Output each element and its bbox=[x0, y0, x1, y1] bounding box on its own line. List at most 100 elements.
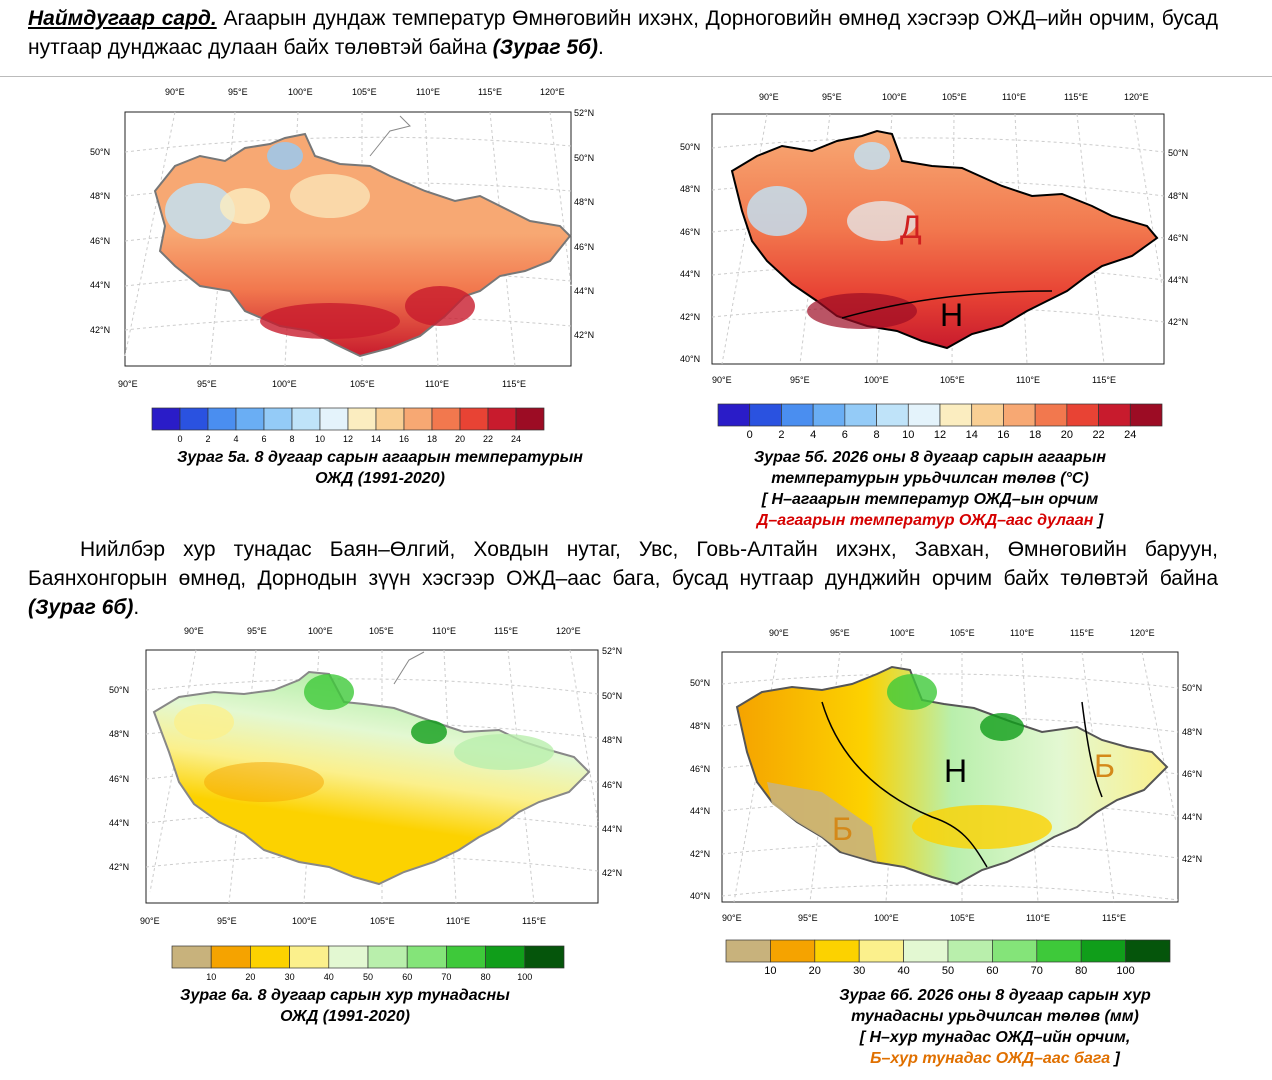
figure-reference: (Зураг 6б) bbox=[28, 596, 134, 619]
label-below-west: Б bbox=[832, 811, 853, 847]
lat-tick: 42°N bbox=[602, 868, 622, 878]
map-svg: 90°E 95°E 100°E 105°E 110°E 115°E 120°E … bbox=[109, 626, 622, 926]
lat-tick: 50°N bbox=[574, 153, 594, 163]
colorbar-label: 24 bbox=[511, 434, 521, 444]
lon-labels-bottom: 90°E 95°E 100°E 105°E 110°E 115°E bbox=[712, 375, 1116, 385]
lat-tick: 50°N bbox=[109, 685, 129, 695]
colorbar-label: 70 bbox=[441, 972, 451, 982]
lat-tick: 46°N bbox=[574, 242, 594, 252]
map-fig5a-temperature-normal: 90°E 95°E 100°E 105°E 110°E 115°E 120°E … bbox=[80, 86, 600, 396]
lon-tick: 90°E bbox=[769, 628, 789, 638]
colorbar-swatch bbox=[235, 407, 265, 431]
colorbar-swatch bbox=[749, 403, 782, 427]
intro-paragraph: Наймдугаар сард. Агаарын дундаж температ… bbox=[28, 4, 1218, 62]
colorbar-swatch bbox=[289, 945, 330, 969]
colorbar-swatch bbox=[250, 945, 290, 969]
lon-tick: 115°E bbox=[522, 916, 546, 926]
colorbar-precip-6b: 10 20 30 40 50 60 70 80 100 bbox=[724, 938, 1174, 982]
colorbar-swatch bbox=[1003, 403, 1036, 427]
colorbar-label: 6 bbox=[261, 434, 266, 444]
label-normal: Н bbox=[944, 753, 967, 789]
colorbar-label: 4 bbox=[810, 429, 816, 441]
colorbar-swatch bbox=[947, 939, 993, 963]
colorbar-label: 40 bbox=[324, 972, 334, 982]
lon-tick: 110°E bbox=[1026, 913, 1050, 923]
lat-tick: 42°N bbox=[109, 862, 129, 872]
precip-text: Нийлбэр хур тунадас Баян–Өлгий, Ховдын н… bbox=[28, 538, 1218, 590]
caption-fig6b: Зураг 6б. 2026 оны 8 дугаар сарын хур ту… bbox=[790, 985, 1200, 1069]
colorbar-label: 70 bbox=[1031, 965, 1043, 977]
lon-tick: 90°E bbox=[140, 916, 160, 926]
lat-tick: 50°N bbox=[90, 147, 110, 157]
colorbar-swatch bbox=[814, 939, 860, 963]
lon-tick: 90°E bbox=[712, 375, 732, 385]
intro-end: . bbox=[598, 36, 604, 59]
colorbar-swatch bbox=[907, 403, 941, 427]
colorbar-swatch bbox=[903, 939, 949, 963]
colorbar-swatch bbox=[1080, 939, 1126, 963]
lon-labels-top: 90°E 95°E 100°E 105°E 110°E 115°E 120°E bbox=[769, 628, 1155, 638]
colorbar-swatch bbox=[515, 407, 545, 431]
colorbar-label: 0 bbox=[747, 429, 753, 441]
colorbar-swatch bbox=[1129, 403, 1163, 427]
lon-tick: 100°E bbox=[292, 916, 317, 926]
lat-tick: 42°N bbox=[1182, 854, 1202, 864]
lon-tick: 105°E bbox=[940, 375, 965, 385]
colorbar-label: 8 bbox=[289, 434, 294, 444]
colorbar-swatch bbox=[375, 407, 405, 431]
lon-tick: 120°E bbox=[1124, 92, 1149, 102]
lat-labels-left: 50°N 48°N 46°N 44°N 42°N bbox=[109, 685, 129, 872]
lat-tick: 50°N bbox=[1182, 683, 1202, 693]
colorbar-precip-6a: 10 20 30 40 50 60 70 80 100 bbox=[170, 944, 570, 986]
lat-tick: 44°N bbox=[574, 286, 594, 296]
colorbar-label: 12 bbox=[343, 434, 353, 444]
lon-tick: 95°E bbox=[798, 913, 818, 923]
colorbar-swatch bbox=[1036, 939, 1082, 963]
lat-tick: 44°N bbox=[1168, 275, 1188, 285]
caption-fig5b: Зураг 5б. 2026 оны 8 дугаар сарын агаары… bbox=[680, 447, 1180, 531]
lat-tick: 44°N bbox=[680, 269, 700, 279]
caption-line: Д–агаарын температур ОЖД–аас дулаан ] bbox=[680, 510, 1180, 531]
colorbar-label: 50 bbox=[363, 972, 373, 982]
colorbar-swatch bbox=[858, 939, 904, 963]
lat-labels-right: 52°N 50°N 48°N 46°N 44°N 42°N bbox=[602, 646, 622, 878]
section-heading: Наймдугаар сард. bbox=[28, 7, 217, 30]
colorbar-label: 10 bbox=[902, 429, 914, 441]
lon-tick: 115°E bbox=[1064, 92, 1088, 102]
lat-labels-left: 50°N 48°N 46°N 44°N 42°N 40°N bbox=[690, 678, 710, 901]
colorbar-label: 10 bbox=[206, 972, 216, 982]
colorbar-swatch bbox=[971, 403, 1004, 427]
lon-labels-top: 90°E 95°E 100°E 105°E 110°E 115°E 120°E bbox=[184, 626, 581, 636]
colorbar-temp-5b: 0 2 4 6 8 10 12 14 16 18 20 22 24 bbox=[716, 402, 1166, 444]
colorbar-svg: 0 2 4 6 8 10 12 14 16 18 20 22 24 bbox=[717, 403, 1163, 441]
colorbar-swatch bbox=[446, 945, 486, 969]
colorbar-swatch bbox=[431, 407, 461, 431]
colorbar-label: 80 bbox=[481, 972, 491, 982]
colorbar-label: 20 bbox=[455, 434, 465, 444]
colorbar-swatch bbox=[406, 945, 447, 969]
colorbar-swatch bbox=[1034, 403, 1068, 427]
lon-tick: 100°E bbox=[288, 87, 313, 97]
lat-tick: 44°N bbox=[109, 818, 129, 828]
lon-tick: 100°E bbox=[874, 913, 899, 923]
colorbar-swatch bbox=[781, 403, 814, 427]
lon-tick: 105°E bbox=[369, 626, 394, 636]
caption-end: ] bbox=[1110, 1050, 1120, 1067]
lat-tick: 42°N bbox=[574, 330, 594, 340]
colorbar-swatch bbox=[876, 403, 909, 427]
colorbar-label: 16 bbox=[997, 429, 1009, 441]
lon-labels-bottom: 90°E 95°E 100°E 105°E 110°E 115°E bbox=[140, 916, 546, 926]
lat-tick: 48°N bbox=[690, 721, 710, 731]
map-fig6b-precip-forecast: Н Б Б 90°E 95°E 100°E 105°E 110°E 115°E … bbox=[682, 622, 1222, 932]
lat-tick: 44°N bbox=[690, 806, 710, 816]
lat-tick: 40°N bbox=[680, 354, 700, 364]
colorbar-label: 6 bbox=[842, 429, 848, 441]
colorbar-swatch bbox=[403, 407, 433, 431]
map-svg: Д Н 90°E 95°E 100°E 105°E 110°E 115°E 12… bbox=[680, 92, 1188, 385]
colorbar-svg: 0 2 4 6 8 10 12 14 16 18 20 22 24 bbox=[151, 407, 545, 444]
colorbar-swatch bbox=[717, 403, 751, 427]
colorbar-temp-5a: 0 2 4 6 8 10 12 14 16 18 20 22 24 bbox=[150, 406, 550, 448]
colorbar-swatch bbox=[487, 407, 517, 431]
caption-red-text: Д–агаарын температур ОЖД–аас дулаан bbox=[756, 512, 1094, 529]
colorbar-label: 2 bbox=[778, 429, 784, 441]
